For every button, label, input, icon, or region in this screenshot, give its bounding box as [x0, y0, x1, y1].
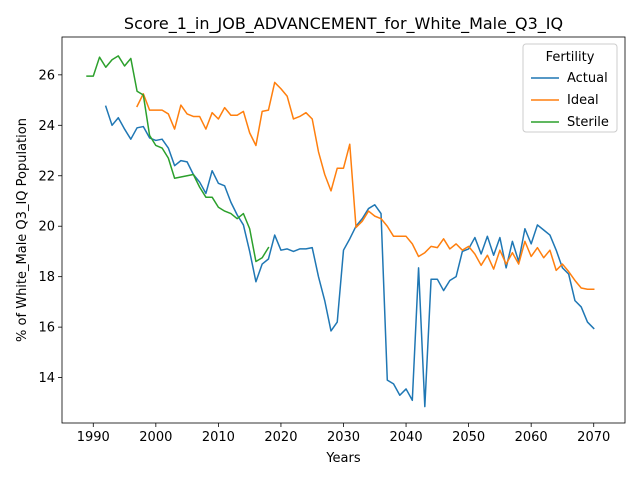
x-tick-label: 2040: [390, 430, 423, 445]
y-tick-label: 16: [38, 321, 55, 336]
legend-title: Fertility: [546, 50, 595, 65]
legend-box: [522, 43, 618, 133]
series-line-ideal: [136, 81, 595, 291]
x-axis-label: Years: [325, 451, 361, 466]
x-tick-label: 2060: [515, 430, 548, 445]
y-tick-label: 22: [38, 169, 55, 184]
x-tick-label: 2000: [139, 430, 172, 445]
x-tick-label: 2020: [264, 430, 297, 445]
x-tick-label: 2010: [202, 430, 235, 445]
legend-label-sterile: Sterile: [567, 115, 609, 130]
legend-label-actual: Actual: [567, 71, 608, 86]
axes-layer: 1990 2000 2010 2020 2030 2040 2050 2060 2070 14 16…: [38, 36, 626, 445]
y-tick-label: 18: [38, 270, 55, 285]
x-tick-label: 2070: [577, 430, 610, 445]
x-tick-label: 1990: [77, 430, 110, 445]
legend-entries: Actual Ideal Sterile: [531, 71, 609, 130]
chart-title: Score_1_in_JOB_ADVANCEMENT_for_White_Mal…: [124, 14, 563, 34]
x-tick-label: 2030: [327, 430, 360, 445]
x-tick-label: 2050: [452, 430, 485, 445]
y-tick-label: 14: [38, 371, 55, 386]
series-line-actual: [104, 105, 595, 408]
y-tick-label: 20: [38, 220, 55, 235]
series-line-sterile: [86, 55, 270, 263]
series-layer: [86, 55, 595, 408]
y-tick-label: 26: [38, 68, 55, 83]
legend: Fertility Actual Ideal Sterile: [522, 43, 618, 133]
y-axis-label: % of White_Male Q3_IQ Population: [15, 118, 30, 342]
legend-label-ideal: Ideal: [567, 93, 599, 108]
y-tick-label: 24: [38, 119, 55, 134]
